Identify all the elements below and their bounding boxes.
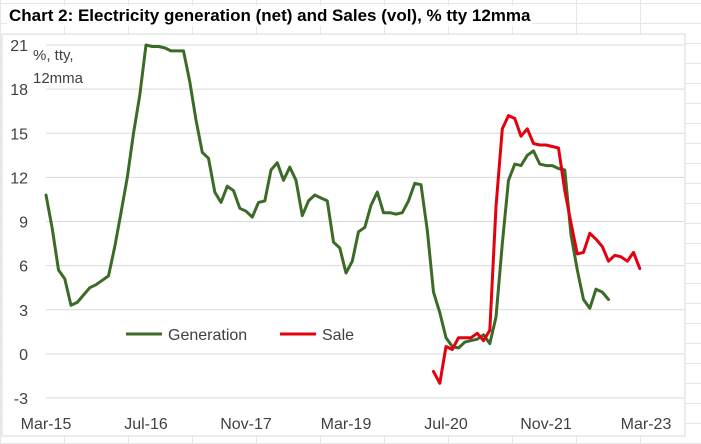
x-tick-label: Jul-20: [424, 416, 468, 433]
y-tick-label: 6: [19, 259, 28, 276]
y-axis: -3 0 3 6 9 12 15 18 21: [10, 38, 28, 408]
x-tick-label: Jul-16: [124, 416, 168, 433]
legend-label-generation: Generation: [168, 327, 247, 344]
y-tick-label: 9: [19, 215, 28, 232]
y-tick-label: 0: [19, 347, 28, 364]
y-tick-label: 18: [10, 82, 28, 99]
gridlines: [46, 44, 684, 399]
unit-label-line-1: %, tty,: [33, 47, 74, 64]
x-tick-label: Mar-23: [621, 416, 672, 433]
plot-area-border: [1, 33, 686, 437]
y-tick-label: 21: [10, 38, 28, 55]
x-axis: Mar-15 Jul-16 Nov-17 Mar-19 Jul-20 Nov-21 Mar-…: [21, 416, 672, 433]
legend-label-sale: Sale: [322, 327, 354, 344]
y-tick-label: 3: [19, 303, 28, 320]
y-tick-label: 15: [10, 126, 28, 143]
y-tick-label: -3: [14, 391, 28, 408]
y-tick-label: 12: [10, 170, 28, 187]
x-tick-label: Mar-19: [321, 416, 372, 433]
legend: Generation Sale: [126, 327, 354, 344]
series-layer: [44, 43, 642, 385]
unit-label-line-2: 12mma: [33, 70, 84, 87]
x-tick-label: Mar-15: [21, 416, 72, 433]
chart-title: Chart 2: Electricity generation (net) an…: [7, 6, 533, 26]
x-tick-label: Nov-17: [220, 416, 272, 433]
series-line-generation: [44, 43, 610, 350]
series-line-sale: [432, 114, 642, 385]
x-tick-label: Nov-21: [520, 416, 572, 433]
